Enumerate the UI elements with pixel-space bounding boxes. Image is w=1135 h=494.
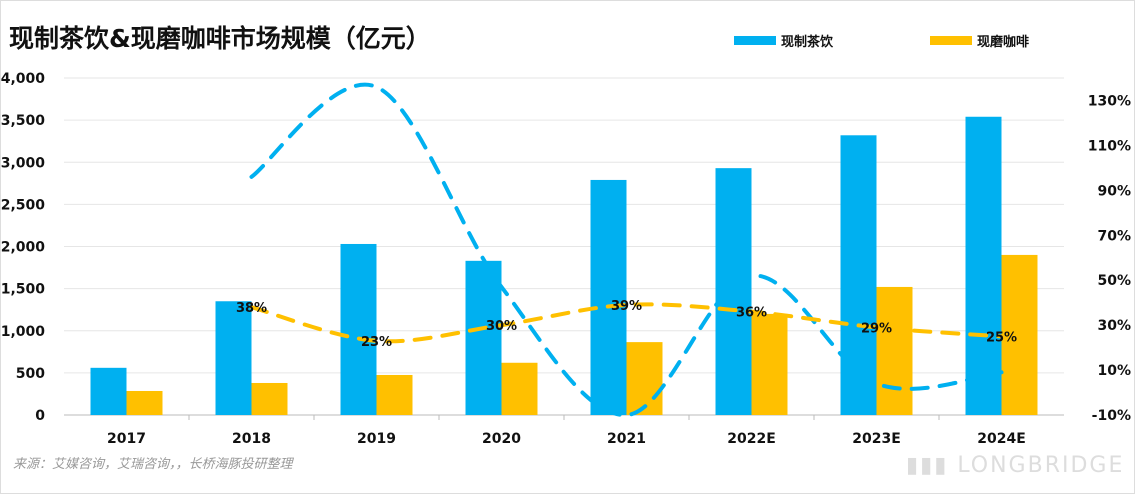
x-tick-label: 2022E bbox=[727, 431, 776, 447]
right-tick-label: 90% bbox=[1097, 183, 1131, 199]
bar-coffee bbox=[251, 382, 288, 415]
x-tick-label: 2020 bbox=[482, 431, 521, 447]
bar-tea bbox=[590, 179, 627, 415]
bar-coffee bbox=[626, 342, 663, 415]
left-tick-label: 3,500 bbox=[1, 113, 45, 129]
left-tick-label: 2,500 bbox=[1, 197, 45, 213]
bar-tea bbox=[965, 116, 1002, 415]
growth-data-label: 29% bbox=[861, 321, 892, 336]
growth-data-label: 39% bbox=[611, 299, 642, 314]
growth-line-coffee bbox=[249, 302, 1004, 344]
legend-item-coffee: 现磨咖啡 bbox=[930, 31, 1029, 50]
growth-data-label: 38% bbox=[236, 301, 267, 316]
legend-swatch-tea bbox=[734, 36, 776, 45]
x-tick-label: 2023E bbox=[852, 431, 901, 447]
legend-label-tea: 现制茶饮 bbox=[781, 35, 834, 50]
x-tick-label: 2021 bbox=[607, 431, 646, 447]
left-tick-label: 3,000 bbox=[1, 155, 45, 171]
source-note: 来源：艾媒咨询，艾瑞咨询，，长桥海豚投研整理 bbox=[13, 457, 293, 472]
bar-coffee bbox=[501, 362, 538, 415]
bar-coffee bbox=[1001, 254, 1038, 415]
x-tick-label: 2024E bbox=[977, 431, 1026, 447]
bar-tea bbox=[90, 367, 127, 415]
right-tick-label: 10% bbox=[1097, 363, 1131, 379]
bar-tea bbox=[465, 260, 502, 415]
right-tick-label: 30% bbox=[1097, 318, 1131, 334]
x-tick-label: 2018 bbox=[232, 431, 271, 447]
bar-coffee bbox=[376, 374, 413, 415]
bar-coffee bbox=[126, 390, 163, 415]
right-tick-label: 70% bbox=[1097, 228, 1131, 244]
left-tick-label: 500 bbox=[16, 366, 45, 382]
right-tick-label: 130% bbox=[1088, 93, 1131, 109]
growth-data-label: 36% bbox=[736, 306, 767, 321]
left-tick-label: 1,500 bbox=[1, 282, 45, 298]
bar-tea bbox=[840, 135, 877, 416]
bar-coffee bbox=[876, 286, 913, 415]
left-tick-label: 0 bbox=[35, 408, 45, 424]
left-tick-label: 4,000 bbox=[1, 71, 45, 87]
legend-swatch-coffee bbox=[930, 36, 972, 45]
right-tick-label: 110% bbox=[1088, 138, 1131, 154]
watermark-logo: ▮▮▮ LONGBRIDGE bbox=[906, 453, 1125, 478]
x-tick-label: 2019 bbox=[357, 431, 396, 447]
growth-data-label: 25% bbox=[986, 330, 1017, 345]
chart-title: 现制茶饮&现磨咖啡市场规模（亿元） bbox=[9, 24, 431, 53]
right-tick-label: -10% bbox=[1092, 408, 1131, 424]
bar-tea bbox=[215, 301, 252, 415]
left-tick-label: 2,000 bbox=[1, 240, 45, 256]
growth-data-label: 23% bbox=[361, 335, 392, 350]
legend-item-tea: 现制茶饮 bbox=[734, 31, 833, 50]
right-tick-label: 50% bbox=[1097, 273, 1131, 289]
growth-line-tea bbox=[249, 82, 1004, 418]
left-tick-label: 1,000 bbox=[1, 324, 45, 340]
bar-tea bbox=[715, 168, 752, 415]
growth-data-label: 30% bbox=[486, 319, 517, 334]
x-tick-label: 2017 bbox=[107, 431, 146, 447]
bar-tea bbox=[340, 243, 377, 415]
bar-coffee bbox=[751, 313, 788, 415]
legend-label-coffee: 现磨咖啡 bbox=[977, 35, 1030, 50]
